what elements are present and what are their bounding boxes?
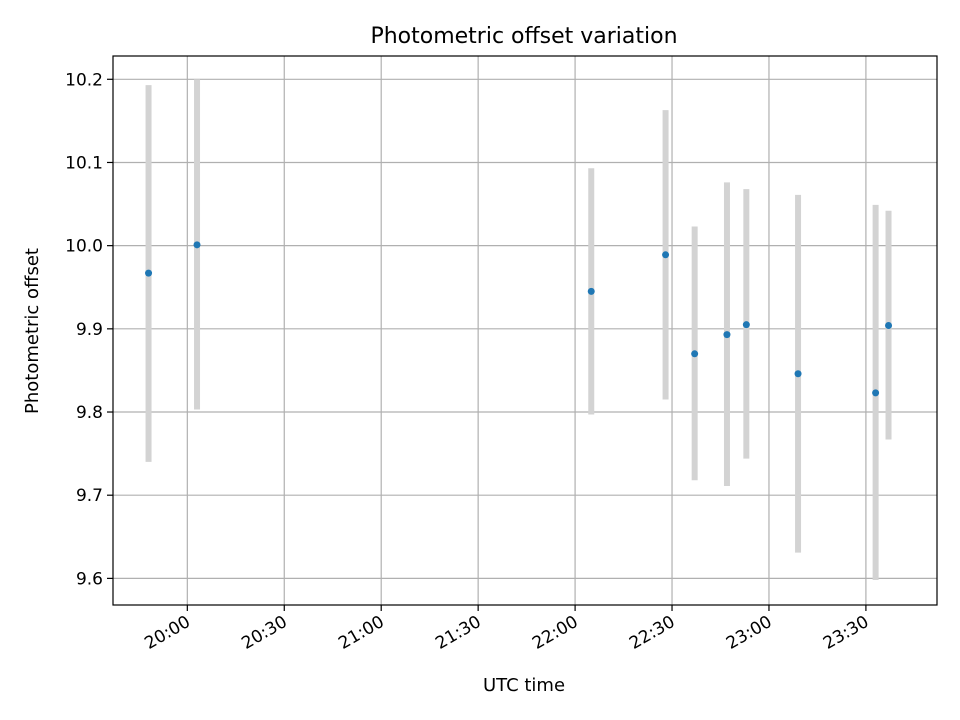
data-points	[145, 241, 893, 397]
chart-title: Photometric offset variation	[370, 24, 677, 49]
y-axis-ticks: 9.6 9.7 9.8 9.9 10.0 10.1 10.2	[65, 70, 113, 589]
y-axis-label: Photometric offset	[22, 248, 43, 414]
data-point	[742, 321, 750, 329]
x-axis-label: UTC time	[483, 675, 565, 696]
data-point	[587, 287, 595, 295]
data-point	[691, 350, 699, 358]
plot-area-frame	[112, 55, 938, 606]
y-tick-label: 10.1	[65, 153, 103, 173]
grid	[113, 56, 937, 605]
y-tick-label: 10.0	[65, 237, 103, 257]
y-tick-label: 9.7	[76, 486, 103, 506]
data-point	[145, 269, 153, 277]
data-point	[794, 370, 802, 378]
data-point	[193, 241, 201, 249]
data-point	[885, 322, 893, 330]
data-point	[872, 389, 880, 397]
y-tick-label: 9.9	[76, 320, 103, 340]
data-point	[662, 251, 670, 259]
y-tick-label: 10.2	[65, 70, 103, 90]
y-tick-label: 9.8	[76, 403, 103, 423]
data-point	[723, 331, 731, 339]
y-tick-label: 9.6	[76, 569, 103, 589]
